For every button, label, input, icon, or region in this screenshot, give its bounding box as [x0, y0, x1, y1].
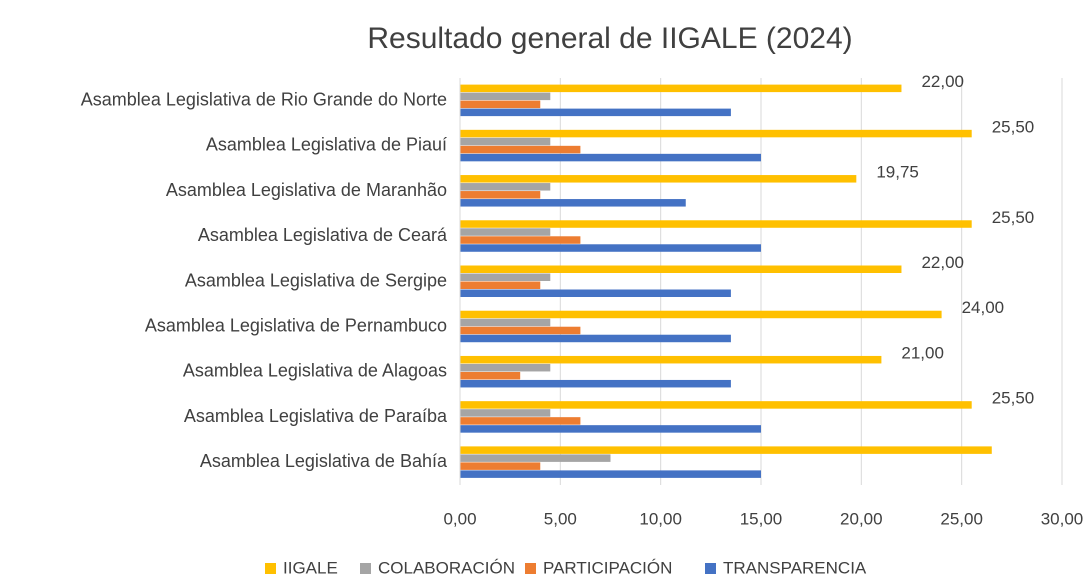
legend-swatch — [265, 563, 276, 574]
bar — [460, 92, 551, 101]
x-tick-label: 15,00 — [740, 509, 783, 528]
bar — [460, 417, 581, 425]
data-label: 21,00 — [901, 343, 944, 362]
legend-swatch — [525, 563, 536, 574]
x-tick-label: 10,00 — [639, 509, 682, 528]
legend-label: TRANSPARENCIA — [723, 558, 867, 577]
bar — [460, 425, 761, 433]
data-label: 24,00 — [962, 298, 1005, 317]
bar — [460, 401, 972, 409]
bar — [460, 273, 551, 281]
bar — [460, 371, 521, 380]
bar — [460, 334, 731, 343]
bar — [460, 175, 857, 183]
x-tick-label: 30,00 — [1041, 509, 1084, 528]
bar — [460, 129, 972, 138]
y-tick-label: Asamblea Legislativa de Pernambuco — [145, 315, 447, 335]
bar — [460, 409, 551, 417]
bar — [460, 326, 581, 335]
bar — [460, 310, 942, 319]
y-tick-label: Asamblea Legislativa de Sergipe — [185, 270, 447, 290]
x-tick-label: 20,00 — [840, 509, 883, 528]
data-label: 25,50 — [992, 208, 1035, 227]
legend-label: PARTICIPACIÓN — [543, 558, 672, 577]
bar — [460, 379, 731, 388]
bar — [460, 470, 761, 478]
legend-label: COLABORACIÓN — [378, 558, 515, 577]
bar — [460, 265, 902, 273]
bar — [460, 108, 731, 117]
bar — [460, 100, 541, 109]
y-tick-label: Asamblea Legislativa de Alagoas — [183, 361, 447, 381]
bar — [460, 363, 551, 372]
legend-swatch — [705, 563, 716, 574]
bar — [460, 183, 551, 191]
bar — [460, 454, 611, 462]
y-tick-label: Asamblea Legislativa de Bahía — [200, 451, 448, 471]
x-tick-label: 25,00 — [940, 509, 983, 528]
bar — [460, 446, 992, 454]
bar — [460, 84, 902, 93]
bar — [460, 236, 581, 244]
data-label: 19,75 — [876, 163, 919, 182]
bar — [460, 191, 541, 199]
data-label: 25,50 — [992, 117, 1035, 136]
chart-title: Resultado general de IIGALE (2024) — [367, 22, 852, 55]
bar — [460, 462, 541, 470]
bar — [460, 355, 882, 364]
bar — [460, 318, 551, 327]
y-tick-label: Asamblea Legislativa de Paraíba — [184, 406, 448, 426]
y-tick-label: Asamblea Legislativa de Maranhão — [166, 180, 447, 200]
bar — [460, 244, 761, 252]
y-tick-label: Asamblea Legislativa de Rio Grande do No… — [81, 89, 447, 109]
y-tick-label: Asamblea Legislativa de Ceará — [198, 225, 448, 245]
x-tick-label: 5,00 — [544, 509, 577, 528]
bar — [460, 153, 761, 162]
legend-label: IIGALE — [283, 558, 338, 577]
bar — [460, 199, 686, 207]
data-label: 25,50 — [992, 389, 1035, 408]
bar — [460, 220, 972, 228]
bar — [460, 289, 731, 297]
bar — [460, 228, 551, 236]
y-tick-label: Asamblea Legislativa de Piauí — [206, 135, 447, 155]
data-label: 22,00 — [921, 253, 964, 272]
bar — [460, 281, 541, 289]
bar — [460, 137, 551, 146]
data-label: 22,00 — [921, 72, 964, 91]
legend-swatch — [360, 563, 371, 574]
x-tick-label: 0,00 — [443, 509, 476, 528]
bar — [460, 145, 581, 154]
